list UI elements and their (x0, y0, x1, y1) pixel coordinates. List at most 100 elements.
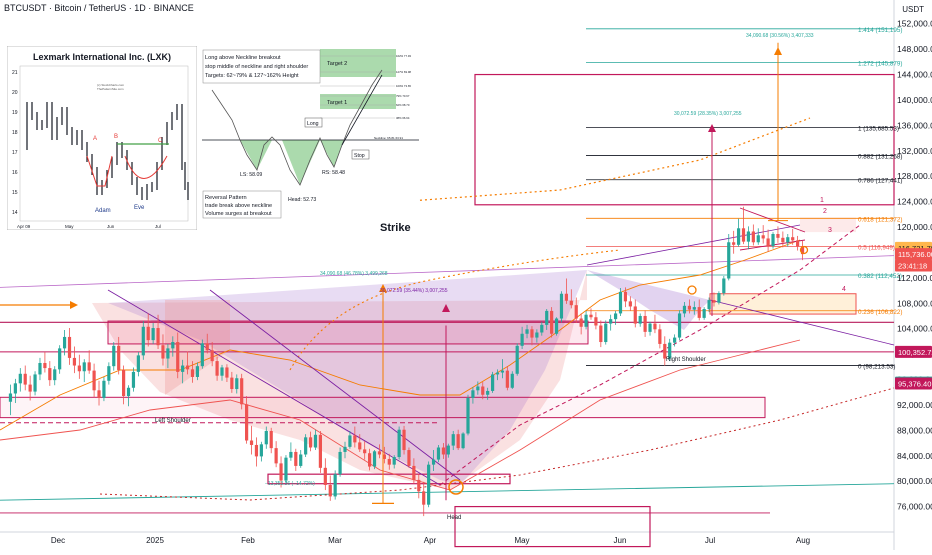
candle-body-24 (126, 387, 131, 397)
hs-breakout-line (341, 74, 383, 146)
candle-body-36 (185, 365, 190, 370)
x-tick-5: May (514, 536, 529, 545)
price-tag-label-1: 115,736.00 (898, 250, 932, 259)
candle-127 (633, 299, 637, 328)
candle-119 (594, 312, 598, 330)
candle-body-72 (363, 449, 367, 454)
candle-body-31 (161, 345, 165, 359)
candle-body-139 (692, 307, 696, 310)
candle-32 (166, 343, 170, 369)
candle-body-124 (618, 291, 623, 314)
candle-body-58 (294, 451, 298, 466)
candle-body-137 (682, 305, 687, 314)
upper-zone-box (800, 217, 856, 233)
candle-92 (461, 432, 465, 450)
candle-body-119 (594, 317, 598, 326)
lxk-xtick-3: Jul (155, 224, 161, 229)
candle-107 (535, 329, 539, 343)
candle-130 (648, 321, 652, 336)
candle-body-141 (702, 308, 706, 318)
candle-body-125 (623, 291, 628, 302)
hs-rs-label: RS: 58.48 (322, 170, 345, 176)
candle-94 (471, 387, 475, 404)
x-tick-8: Aug (796, 536, 810, 545)
candle-31 (161, 334, 165, 366)
candle-body-86 (431, 459, 436, 465)
hs-inset-chart: Long above Neckline breakout stop middle … (202, 45, 419, 235)
candle-body-29 (151, 328, 155, 341)
candle-body-107 (535, 332, 539, 338)
fib-level-label-8: 0.236 (106,822) (858, 309, 902, 316)
wave-label-2: 2 (823, 208, 827, 215)
hs-neckline-label: Neckline: 65.81 63.91 (374, 136, 403, 140)
lxk-label-eve: Eve (134, 205, 145, 211)
fib-level-label-5: 0.618 (121,372) (858, 216, 902, 223)
candle-body-82 (412, 465, 416, 480)
chart-title[interactable]: BTCUSDT · Bitcoin / TetherUS · 1D · BINA… (4, 3, 194, 13)
candle-135 (673, 334, 677, 347)
candle-49 (249, 425, 254, 455)
hs-target1-label: Target 1 (327, 100, 347, 106)
purple-line (0, 255, 895, 288)
candle-85 (427, 461, 431, 508)
right-shoulder-label: Right Shoulder (666, 357, 706, 363)
candle-3 (23, 365, 27, 391)
candle-body-161 (800, 246, 805, 255)
candle-body-118 (589, 314, 593, 318)
candle-body-74 (372, 451, 377, 467)
hs-ls-shade (240, 140, 272, 170)
candle-body-92 (461, 433, 465, 449)
candle-91 (456, 429, 460, 451)
candle-body-40 (205, 343, 209, 351)
candle-118 (589, 308, 593, 320)
price-tag-2: 23:41:18 (895, 259, 932, 272)
hs-note-top: Long above Neckline breakout stop middle … (202, 49, 321, 84)
x-tick-4: Apr (424, 536, 437, 545)
candle-body-135 (673, 337, 677, 343)
candle-11 (62, 329, 67, 356)
candle-43 (220, 364, 224, 381)
candle-42 (215, 356, 219, 381)
candle-14 (77, 354, 81, 379)
wave-label-3: 3 (828, 227, 832, 234)
hs-note-top-line-1: stop middle of neckline and right should… (205, 64, 308, 70)
lxk-label-b: B (114, 134, 118, 140)
candle-body-63 (318, 434, 323, 468)
candle-body-15 (82, 362, 86, 372)
candle-body-121 (604, 323, 608, 343)
candle-151 (751, 224, 755, 246)
hs-target2-zone (320, 49, 396, 77)
candle-body-5 (33, 374, 37, 392)
candle-body-14 (77, 365, 81, 372)
y-tick-8: 108,000.00 (897, 298, 932, 308)
candle-body-11 (62, 336, 67, 349)
x-tick-0: Dec (51, 536, 65, 545)
candle-body-38 (195, 366, 200, 377)
candle-95 (476, 381, 480, 395)
candle-body-34 (176, 342, 180, 372)
hs-target1-zone (320, 94, 396, 109)
candle-139 (692, 301, 696, 315)
candle-70 (353, 426, 357, 448)
measure-right-red-head (708, 124, 716, 132)
y-axis-bg (894, 0, 932, 550)
price-tag-bg-3 (895, 345, 932, 358)
candle-body-104 (520, 333, 524, 346)
candle-body-50 (254, 444, 259, 457)
lxk-inset-chart: Lexmark International Inc. (LXK) (c) Stoc… (6, 45, 198, 231)
candle-body-108 (540, 324, 544, 333)
lxk-label-c: C (158, 138, 163, 144)
candle-67 (338, 447, 342, 477)
candle-123 (613, 310, 618, 325)
candle-147 (732, 230, 736, 254)
candle-8 (48, 361, 52, 386)
sma-red (0, 339, 801, 491)
candle-4 (28, 375, 32, 401)
candle-142 (707, 297, 711, 313)
candle-78 (392, 455, 396, 469)
candle-body-134 (668, 342, 672, 359)
candle-body-73 (368, 453, 372, 467)
candle-body-17 (92, 370, 96, 391)
